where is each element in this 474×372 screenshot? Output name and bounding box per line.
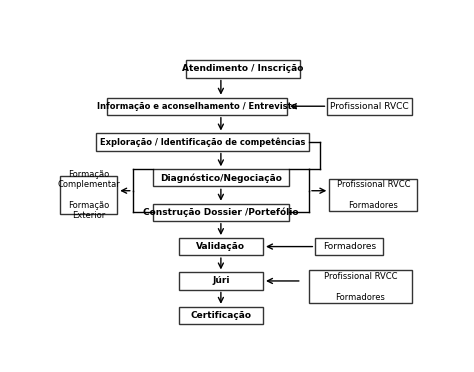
FancyBboxPatch shape xyxy=(179,307,263,324)
Text: Construção Dossier /Portefólio: Construção Dossier /Portefólio xyxy=(143,208,299,217)
FancyBboxPatch shape xyxy=(329,179,418,212)
Text: Diagnóstico/Negociação: Diagnóstico/Negociação xyxy=(160,173,282,183)
Text: Atendimento / Inscrição: Atendimento / Inscrição xyxy=(182,64,304,74)
FancyBboxPatch shape xyxy=(107,97,287,115)
Text: Formadores: Formadores xyxy=(323,242,376,251)
Text: Certificação: Certificação xyxy=(191,311,251,320)
FancyBboxPatch shape xyxy=(179,238,263,255)
Text: Profissional RVCC

Formadores: Profissional RVCC Formadores xyxy=(337,180,410,210)
FancyBboxPatch shape xyxy=(186,60,300,78)
Text: Júri: Júri xyxy=(212,276,229,285)
FancyBboxPatch shape xyxy=(153,169,289,186)
Text: Profissional RVCC: Profissional RVCC xyxy=(330,102,409,111)
Text: Formação
Complementar

Formação
Exterior: Formação Complementar Formação Exterior xyxy=(57,170,120,220)
FancyBboxPatch shape xyxy=(309,270,412,303)
FancyBboxPatch shape xyxy=(316,238,383,255)
FancyBboxPatch shape xyxy=(96,134,309,151)
Text: Informação e aconselhamento / Entrevista: Informação e aconselhamento / Entrevista xyxy=(97,102,297,111)
Text: Profissional RVCC

Formadores: Profissional RVCC Formadores xyxy=(324,272,397,302)
FancyBboxPatch shape xyxy=(60,176,117,214)
FancyBboxPatch shape xyxy=(179,272,263,289)
FancyBboxPatch shape xyxy=(328,97,412,115)
FancyBboxPatch shape xyxy=(153,203,289,221)
Text: Validação: Validação xyxy=(196,242,246,251)
Text: Exploração / Identificação de competências: Exploração / Identificação de competênci… xyxy=(100,137,305,147)
